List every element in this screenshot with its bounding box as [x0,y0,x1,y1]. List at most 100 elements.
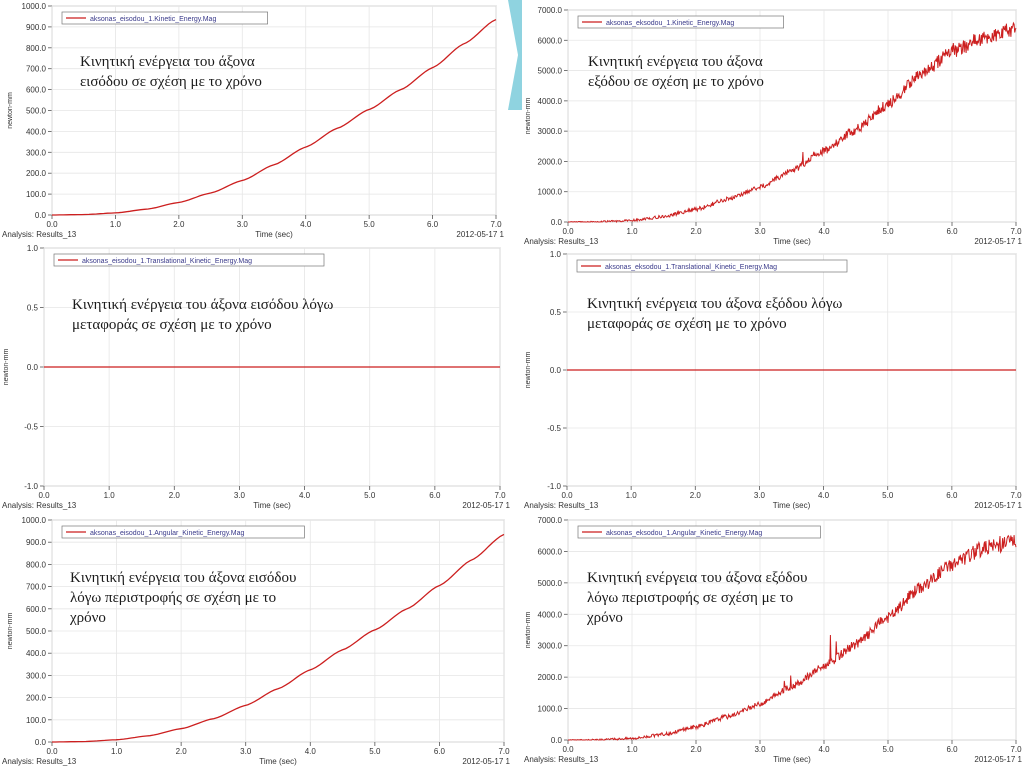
y-tick-label: 800.0 [26,44,47,53]
chart-annotation: Κινητική ενέργεια του άξονα εξόδου λόγω … [587,296,843,332]
y-tick-label: 900.0 [26,538,47,547]
y-tick-label: 400.0 [26,127,47,136]
x-tick-label: 3.0 [237,220,249,229]
chart-panel-output-angular: 0.0 1000.0 2000.0 3000.0 4000.0 5000.0 6000.0 7… [522,512,1024,768]
chart-annotation: Κινητική ενέργεια του άξονα εισόδου σε σ… [80,54,262,90]
x-tick-label: 3.0 [754,491,766,500]
y-tick-label: 1000.0 [22,2,47,11]
y-tick-label: 200.0 [26,169,47,178]
x-tick-label: 5.0 [882,745,894,754]
chart-panel-input-kinetic: 0.0 100.0 200.0 300.0 400.0 500.0 600.0 700.0 80… [0,0,506,240]
y-tick-label: 200.0 [26,694,47,703]
legend-box [61,11,268,25]
x-tick-label: 6.0 [427,220,439,229]
y-axis-label: newton-mm [525,352,532,389]
x-axis-label: Time (sec) [773,237,811,246]
x-tick-label: 6.0 [429,491,441,500]
y-axis-label: newton-mm [525,612,532,649]
x-tick-label: 0.0 [562,745,574,754]
chart-annotation: Κινητική ενέργεια του άξονα εξόδου σε σχ… [588,54,764,90]
x-tick-label: 2.0 [690,491,702,500]
chart-svg: 0.0 1000.0 2000.0 3000.0 4000.0 5000.0 6000.0 7… [524,6,1023,246]
chart-svg: 0.0 100.0 200.0 300.0 400.0 500.0 600.0 700.0 80… [2,2,505,239]
y-tick-label: 700.0 [26,583,47,592]
y-tick-label: -1.0 [547,482,561,491]
x-tick-label: 2.0 [173,220,185,229]
date-label: 2012-05-17 1 [456,230,504,239]
y-tick-label: 700.0 [26,65,47,74]
x-tick-label: 5.0 [369,747,381,756]
analysis-label: Analysis: Results_13 [524,755,599,764]
x-tick-label: 4.0 [818,491,830,500]
chart-svg: 0.0 1000.0 2000.0 3000.0 4000.0 5000.0 6000.0 7… [524,516,1023,764]
x-tick-label: 1.0 [104,491,116,500]
x-axis-label: Time (sec) [255,230,293,239]
y-tick-label: 0.0 [551,218,563,227]
x-axis-label: Time (sec) [259,757,297,766]
date-label: 2012-05-17 1 [974,501,1022,510]
y-tick-label: 0.5 [550,308,562,317]
legend-label: aksonas_eisodou_1.Angular_Kinetic_Energy… [90,530,244,537]
chart-annotation: Κινητική ενέργεια του άξονα εισόδου λόγω… [72,297,334,333]
y-axis-label: newton-mm [7,613,14,650]
x-tick-label: 1.0 [626,745,638,754]
y-tick-label: 0.0 [27,363,39,372]
x-tick-label: 1.0 [626,491,638,500]
x-tick-label: 7.0 [494,491,506,500]
x-axis-label: Time (sec) [773,501,811,510]
analysis-label: Analysis: Results_13 [524,501,599,510]
y-axis-label: newton-mm [525,98,532,135]
legend-label: aksonas_eisodou_1.Kinetic_Energy.Mag [90,16,216,23]
x-tick-label: 7.0 [1010,491,1022,500]
x-tick-label: 5.0 [364,220,376,229]
y-tick-label: 1000.0 [22,516,47,525]
x-tick-label: 5.0 [364,491,376,500]
legend-box [577,15,784,29]
y-tick-label: 6000.0 [538,36,563,45]
y-axis-label: newton-mm [7,92,14,129]
x-tick-label: 0.0 [561,491,573,500]
analysis-label: Analysis: Results_13 [2,230,77,239]
y-axis-label: newton-mm [3,349,10,386]
x-tick-label: 1.0 [110,220,122,229]
analysis-label: Analysis: Results_13 [524,237,599,246]
x-tick-label: 7.0 [1010,227,1022,236]
x-axis-label: Time (sec) [773,755,811,764]
y-tick-label: 0.0 [35,211,47,220]
x-tick-label: 6.0 [434,747,446,756]
y-tick-label: 0.0 [35,738,47,747]
x-tick-label: 2.0 [176,747,188,756]
x-tick-label: 6.0 [946,227,958,236]
plot-area [567,519,1017,741]
x-tick-label: 1.0 [111,747,123,756]
x-tick-label: 5.0 [882,491,894,500]
y-tick-label: 0.0 [550,366,562,375]
y-tick-label: 5000.0 [538,67,563,76]
y-tick-label: 400.0 [26,649,47,658]
y-tick-label: 1.0 [27,244,39,253]
x-tick-label: 3.0 [754,745,766,754]
chart-panel-output-translational: -1.0 -0.5 0.0 0.5 1.0 0.0 1.0 2.0 3.0 4.0 5.0 6.0 7.… [522,246,1024,512]
legend-label: aksonas_eisodou_1.Translational_Kinetic_… [82,258,252,265]
y-tick-label: 3000.0 [538,127,563,136]
y-tick-label: 500.0 [26,107,47,116]
y-tick-label: 3000.0 [538,642,563,651]
x-tick-label: 5.0 [882,227,894,236]
x-tick-label: 0.0 [46,220,58,229]
y-tick-label: 600.0 [26,605,47,614]
y-tick-label: 800.0 [26,560,47,569]
x-axis-label: Time (sec) [253,501,291,510]
y-tick-label: 600.0 [26,86,47,95]
y-tick-label: 100.0 [26,190,47,199]
chart-panel-input-translational: -1.0 -0.5 0.0 0.5 1.0 0.0 1.0 2.0 3.0 4.0 5.0 6.0 7.… [0,240,512,512]
x-tick-label: 7.0 [490,220,502,229]
y-tick-label: 1.0 [550,250,562,259]
legend-box [576,259,848,273]
x-tick-label: 4.0 [300,220,312,229]
x-tick-label: 2.0 [690,227,702,236]
y-tick-label: 100.0 [26,716,47,725]
x-tick-label: 1.0 [626,227,638,236]
y-tick-label: 2000.0 [538,157,563,166]
y-tick-label: -1.0 [24,482,38,491]
date-label: 2012-05-17 1 [462,757,510,766]
